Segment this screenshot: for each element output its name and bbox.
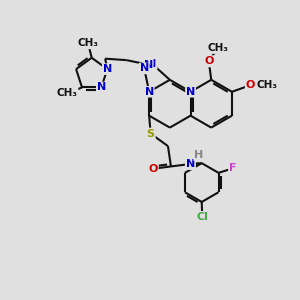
Text: N: N: [143, 60, 153, 70]
Text: N: N: [145, 87, 154, 97]
Text: Cl: Cl: [196, 212, 208, 222]
Text: O: O: [148, 164, 158, 174]
Text: O: O: [204, 56, 214, 66]
Text: F: F: [229, 164, 237, 173]
Text: N: N: [103, 64, 112, 74]
Text: CH₃: CH₃: [256, 80, 277, 90]
Text: Cl: Cl: [196, 212, 208, 222]
Text: N: N: [140, 63, 149, 74]
Text: H: H: [194, 150, 203, 160]
Text: O: O: [148, 164, 158, 174]
Text: N: N: [186, 87, 195, 97]
Text: N: N: [97, 82, 106, 92]
Text: O: O: [246, 80, 255, 90]
Text: O: O: [246, 80, 255, 90]
Text: CH₃: CH₃: [256, 80, 277, 90]
Text: N: N: [186, 159, 195, 169]
Text: O: O: [204, 56, 214, 66]
Text: S: S: [147, 129, 154, 139]
Text: N: N: [186, 159, 195, 169]
Text: CH₃: CH₃: [207, 43, 228, 53]
Text: S: S: [147, 129, 154, 139]
Text: F: F: [229, 164, 237, 173]
Text: CH₃: CH₃: [57, 88, 78, 98]
Text: H: H: [194, 150, 203, 160]
Text: CH₃: CH₃: [78, 38, 99, 48]
Text: CH₃: CH₃: [207, 43, 228, 53]
Text: N: N: [148, 59, 157, 69]
